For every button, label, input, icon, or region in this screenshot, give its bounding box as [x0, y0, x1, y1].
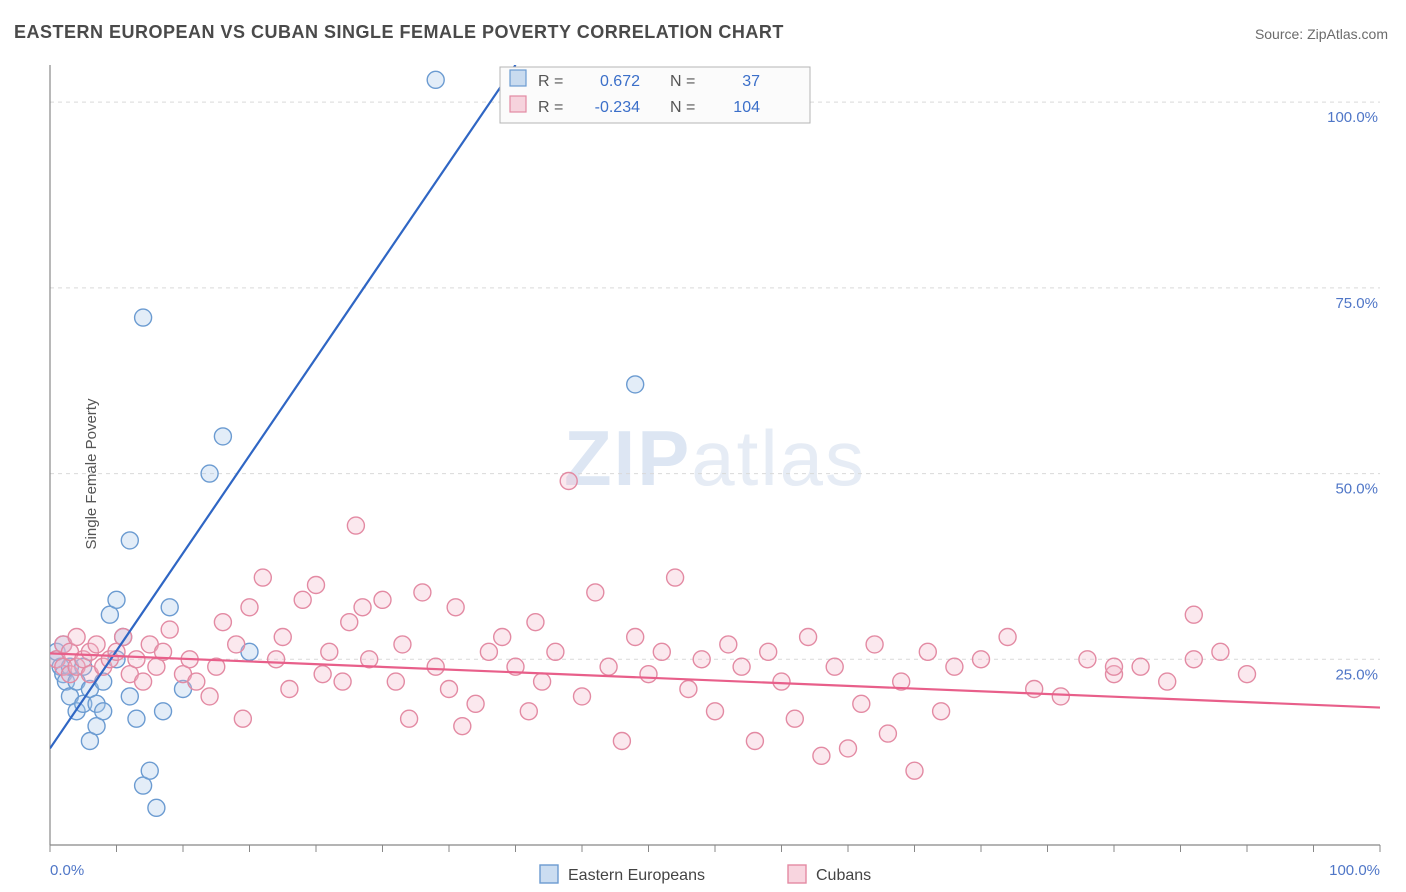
svg-text:Eastern Europeans: Eastern Europeans: [568, 867, 705, 884]
svg-text:R =: R =: [538, 73, 563, 90]
svg-text:ZIPatlas: ZIPatlas: [564, 414, 866, 502]
svg-text:25.0%: 25.0%: [1335, 666, 1378, 683]
svg-text:R =: R =: [538, 99, 563, 116]
source-attribution: Source: ZipAtlas.com: [1255, 26, 1388, 42]
chart-container: Single Female Poverty ZIPatlas 25.0% 50.0%…: [0, 55, 1406, 892]
svg-text:N =: N =: [670, 99, 695, 116]
chart-title: EASTERN EUROPEAN VS CUBAN SINGLE FEMALE …: [14, 22, 784, 43]
svg-text:0.672: 0.672: [600, 73, 640, 90]
svg-text:50.0%: 50.0%: [1335, 481, 1378, 498]
svg-text:100.0%: 100.0%: [1329, 862, 1380, 879]
svg-text:75.0%: 75.0%: [1335, 295, 1378, 312]
y-axis-label: Single Female Poverty: [83, 398, 100, 549]
scatter-chart: ZIPatlas 25.0% 50.0% 75.0% 100.0% 0.0% 100.0% R…: [0, 55, 1406, 892]
svg-text:37: 37: [742, 73, 760, 90]
svg-text:-0.234: -0.234: [595, 99, 640, 116]
svg-text:N =: N =: [670, 73, 695, 90]
svg-text:100.0%: 100.0%: [1327, 109, 1378, 126]
svg-text:104: 104: [733, 99, 760, 116]
svg-text:Cubans: Cubans: [816, 867, 871, 884]
svg-text:0.0%: 0.0%: [50, 862, 84, 879]
